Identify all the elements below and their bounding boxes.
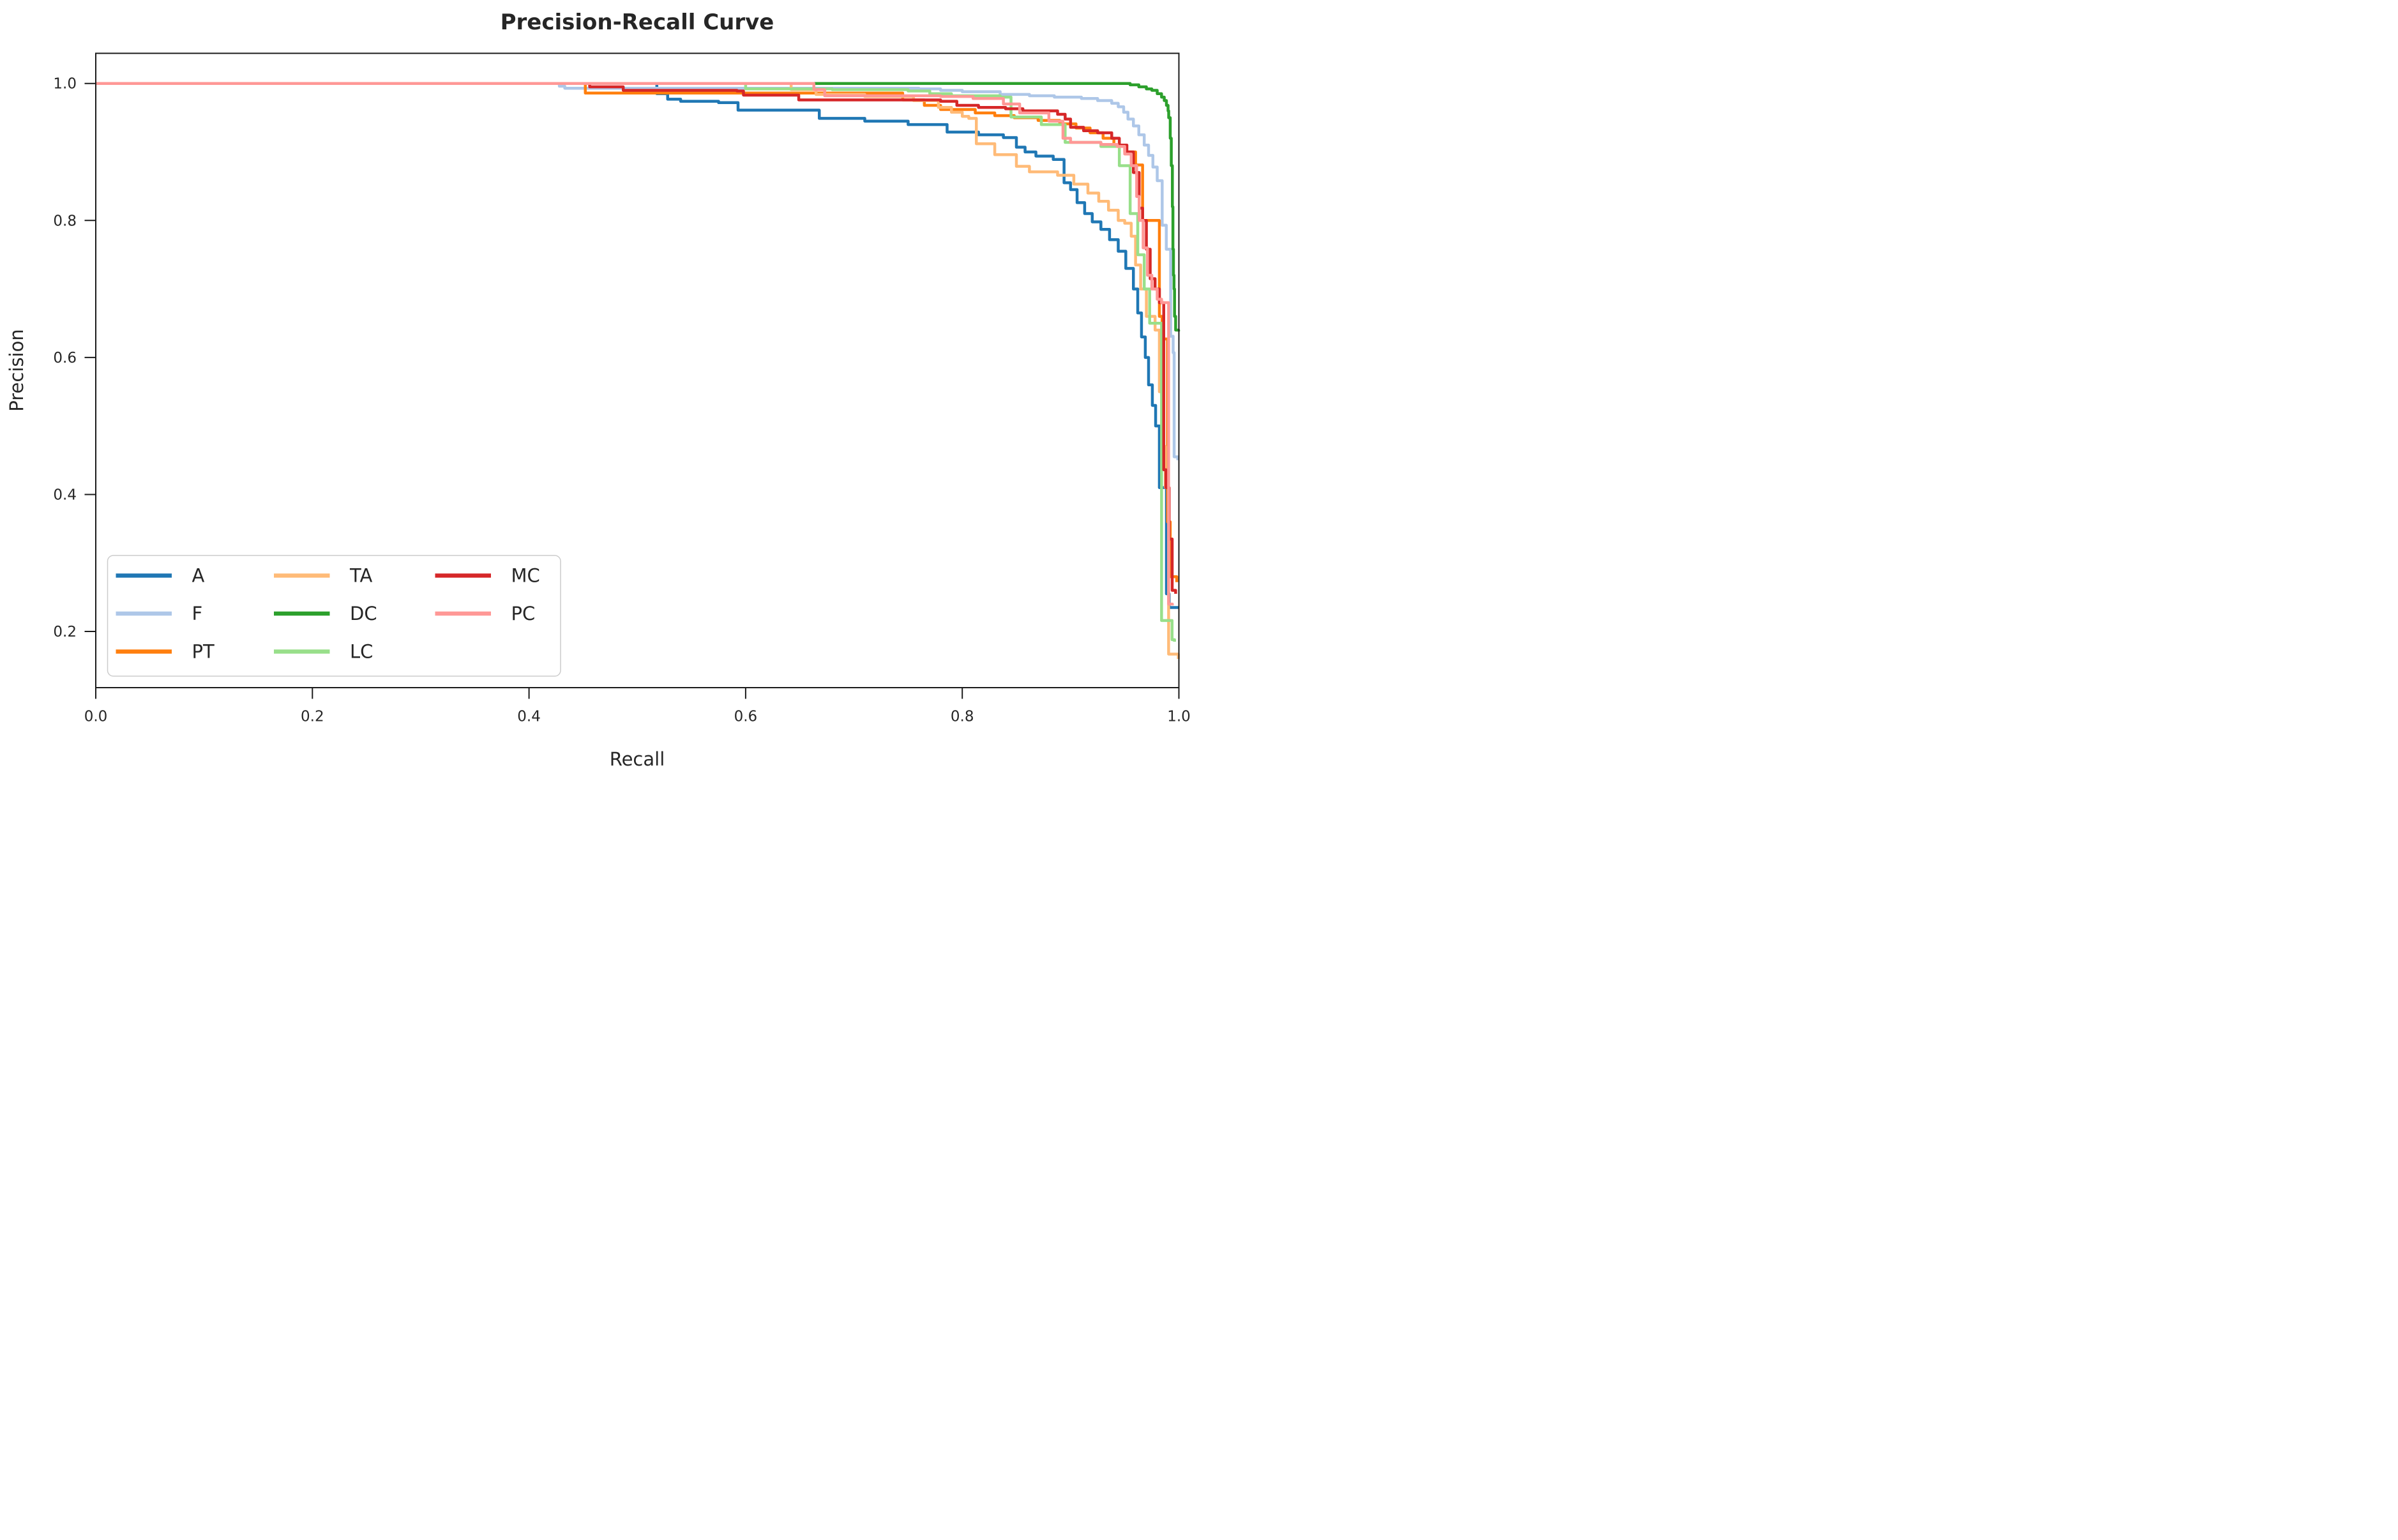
- x-tick-label: 0.8: [951, 709, 974, 725]
- series-line-mc: [96, 82, 1177, 594]
- legend-label-pt: PT: [192, 641, 215, 663]
- legend-item-a: A: [116, 565, 205, 587]
- y-tick-label: 0.8: [53, 213, 77, 229]
- x-tick-label: 0.2: [301, 709, 324, 725]
- legend-label-lc: LC: [350, 641, 373, 663]
- y-tick-label: 0.6: [53, 350, 77, 366]
- plot-border: [95, 52, 1180, 688]
- legend-label-dc: DC: [350, 603, 377, 624]
- x-tick-label: 0.4: [517, 709, 541, 725]
- chart-title: Precision-Recall Curve: [501, 10, 774, 35]
- y-tick-label: 1.0: [53, 76, 77, 93]
- curves-group: [96, 82, 1180, 659]
- series-line-a: [96, 82, 1179, 609]
- series-line-pt: [96, 82, 1179, 582]
- y-tick-label: 0.4: [53, 487, 77, 503]
- legend-item-pc: PC: [435, 603, 536, 624]
- legend-box: [107, 555, 561, 677]
- legend-item-f: F: [116, 603, 203, 624]
- legend-item-lc: LC: [274, 641, 373, 663]
- legend-item-dc: DC: [274, 603, 377, 624]
- series-line-dc: [96, 82, 1180, 332]
- x-tick-label: 0.6: [734, 709, 758, 725]
- x-axis-ticks: 0.0 0.2 0.4 0.6 0.8 1.0: [84, 688, 1191, 725]
- legend-label-a: A: [192, 565, 205, 587]
- legend: AF PT TA DC LC MC PC: [107, 555, 561, 677]
- y-axis-ticks: 0.2 0.4 0.6 0.8 1.0: [53, 76, 96, 640]
- plot-canvas: 0.0 0.2 0.4 0.6 0.8 1.0 0.2 0.4 0.6 0.8 1.0 AF PT TA…: [6, 10, 1191, 770]
- x-tick-label: 1.0: [1167, 709, 1191, 725]
- series-line-pc: [96, 82, 1174, 606]
- legend-item-mc: MC: [435, 565, 540, 587]
- legend-item-pt: PT: [116, 641, 215, 663]
- y-axis-label: Precision: [6, 329, 27, 411]
- series-line-f: [96, 82, 1180, 460]
- x-tick-label: 0.0: [84, 709, 108, 725]
- legend-label-mc: MC: [511, 565, 540, 587]
- legend-item-ta: TA: [274, 565, 372, 587]
- legend-label-ta: TA: [349, 565, 372, 587]
- x-axis-label: Recall: [610, 748, 665, 770]
- series-line-lc: [96, 82, 1176, 642]
- legend-label-f: F: [192, 603, 203, 624]
- precision-recall-figure: 0.0 0.2 0.4 0.6 0.8 1.0 0.2 0.4 0.6 0.8 1.0 A F PT TA…: [0, 0, 1199, 770]
- axes-group: 0.0 0.2 0.4 0.6 0.8 1.0 0.2 0.4 0.6 0.8 1.0: [53, 52, 1191, 725]
- y-tick-label: 0.2: [53, 624, 77, 640]
- legend-label-pc: PC: [511, 603, 536, 624]
